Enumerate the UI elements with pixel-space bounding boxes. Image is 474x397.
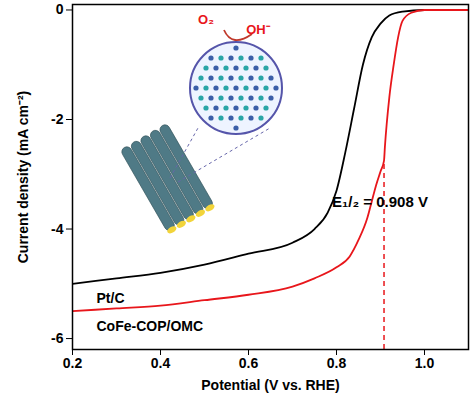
svg-text:0.8: 0.8	[327, 355, 347, 371]
svg-text:CoFe-COP/OMC: CoFe-COP/OMC	[97, 318, 204, 334]
svg-text:OH⁻: OH⁻	[246, 22, 271, 37]
svg-text:-6: -6	[51, 330, 64, 346]
svg-text:-2: -2	[51, 111, 64, 127]
svg-text:0.2: 0.2	[63, 355, 83, 371]
svg-text:1.0: 1.0	[415, 355, 435, 371]
svg-text:0.4: 0.4	[151, 355, 171, 371]
svg-text:0.6: 0.6	[239, 355, 259, 371]
svg-text:O₂: O₂	[198, 12, 214, 27]
svg-text:Current density (mA cm⁻²): Current density (mA cm⁻²)	[15, 91, 31, 264]
svg-text:Potential (V vs. RHE): Potential (V vs. RHE)	[201, 377, 339, 393]
svg-text:Pt/C: Pt/C	[97, 290, 125, 306]
svg-text:E₁/₂ = 0.908 V: E₁/₂ = 0.908 V	[332, 193, 428, 210]
svg-text:0: 0	[56, 1, 64, 17]
svg-text:-4: -4	[51, 221, 64, 237]
